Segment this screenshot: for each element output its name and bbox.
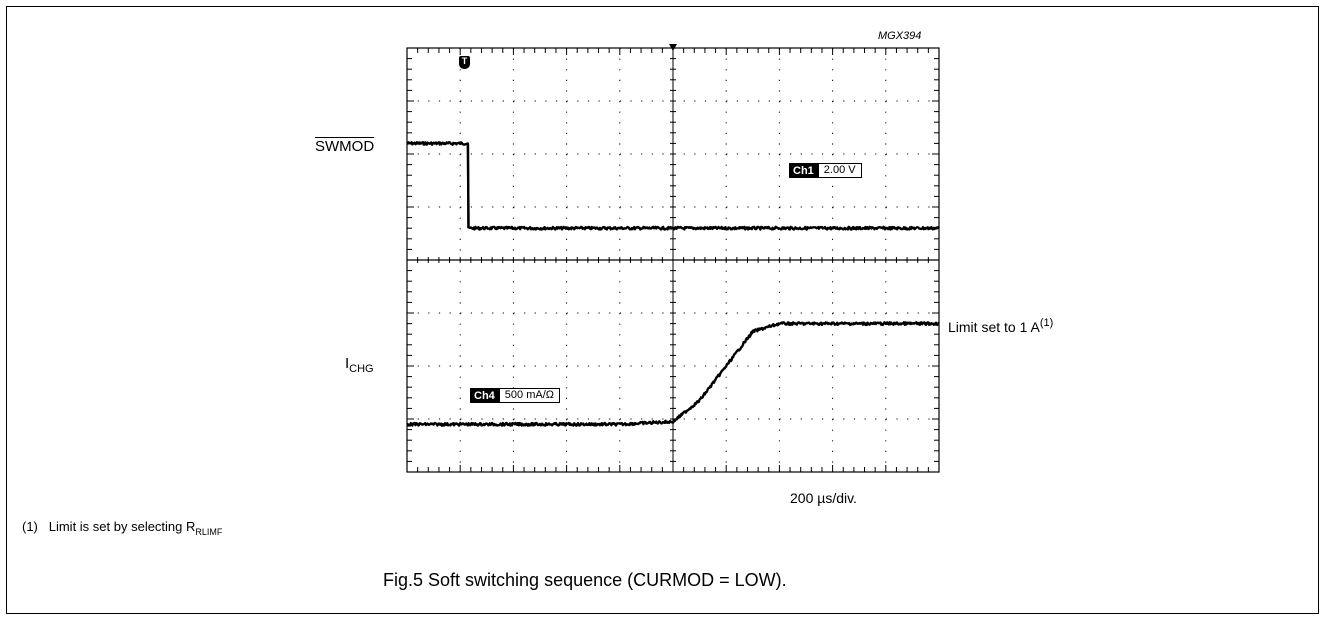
channel-1-scale: 2.00 V xyxy=(817,163,862,178)
figure-frame xyxy=(6,6,1319,614)
swmod-label-text: SWMOD xyxy=(315,138,375,155)
trace-channel-4 xyxy=(406,321,940,427)
ichg-label: ICHG xyxy=(345,355,374,375)
channel-4-name: Ch4 xyxy=(470,388,499,403)
ichg-label-sub: CHG xyxy=(349,363,374,375)
channel-4-tag: Ch4 500 mA/Ω xyxy=(470,388,560,403)
footnote-subscript: RLIMF xyxy=(195,527,223,537)
trigger-marker: T xyxy=(459,56,470,69)
limit-annotation-sup: (1) xyxy=(1039,317,1054,329)
footnote-marker: (1) xyxy=(22,519,38,534)
figure-code: MGX394 xyxy=(878,30,922,42)
footnote-text: Limit is set by selecting R xyxy=(48,519,196,534)
trigger-position-marker xyxy=(669,44,677,51)
swmod-label: SWMOD xyxy=(315,138,374,155)
timebase-label: 200 µs/div. xyxy=(790,490,857,506)
graticule xyxy=(406,44,940,473)
channel-1-name: Ch1 xyxy=(789,163,818,178)
channel-1-tag: Ch1 2.00 V xyxy=(789,163,862,178)
trace-channel-1 xyxy=(406,141,940,231)
traces xyxy=(406,141,940,427)
limit-annotation: Limit set to 1 A(1) xyxy=(948,317,1053,335)
limit-annotation-text: Limit set to 1 A xyxy=(948,319,1040,335)
figure-caption: Fig.5 Soft switching sequence (CURMOD = … xyxy=(383,570,787,590)
channel-4-scale: 500 mA/Ω xyxy=(498,388,560,403)
ichg-label-main: I xyxy=(345,355,350,372)
footnote: (1) Limit is set by selecting RRLIMF xyxy=(22,519,222,537)
